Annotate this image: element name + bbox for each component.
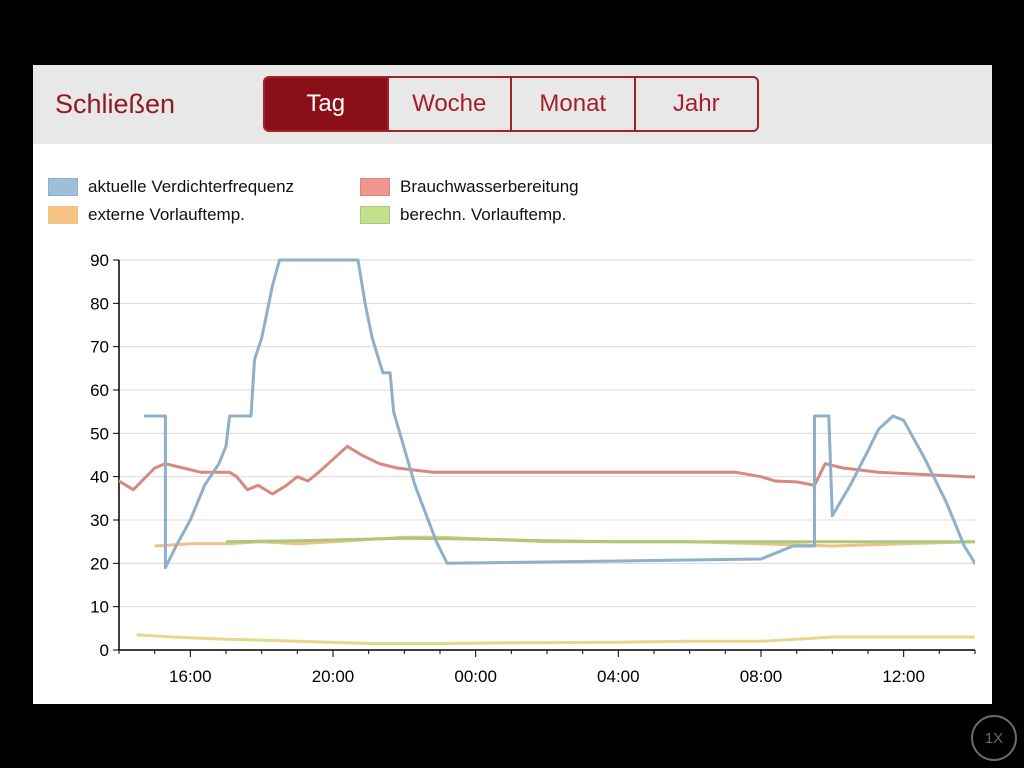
line-chart: 0 10 20 30 40 50 60 70 80 90 16:00 20:00 00:00 04:00 0… [90, 251, 976, 686]
series-line-2 [154, 535, 975, 548]
y-tick-label: 30 [90, 511, 109, 530]
x-tick-label: 00:00 [454, 667, 497, 686]
legend-label: Brauchwasserbereitung [400, 177, 579, 196]
legend-swatch [48, 206, 78, 224]
tab-year[interactable]: Jahr [633, 78, 758, 130]
x-tick-label: 12:00 [882, 667, 925, 686]
chart-legend: aktuelle Verdichterfrequenz Brauchwasser… [48, 177, 648, 231]
legend-label: aktuelle Verdichterfrequenz [88, 177, 295, 196]
series-line-4 [136, 633, 975, 645]
legend-swatch [360, 206, 390, 224]
x-tick-label: 04:00 [597, 667, 640, 686]
tab-week[interactable]: Woche [386, 78, 511, 130]
close-button[interactable]: Schließen [55, 89, 176, 119]
header-bar: Schließen Tag Woche Monat Jahr [33, 65, 992, 144]
y-tick-label: 40 [90, 468, 109, 487]
legend-label: berechn. Vorlauftemp. [400, 205, 567, 224]
y-tick-label: 20 [90, 554, 109, 573]
y-tick-label: 60 [90, 381, 109, 400]
series-line-0 [144, 258, 975, 570]
chart-panel: Schließen Tag Woche Monat Jahr aktuelle … [33, 65, 992, 704]
legend-item-externe-vorlauftemp[interactable]: externe Vorlauftemp. [48, 205, 245, 225]
y-tick-label: 0 [100, 641, 109, 660]
y-tick-label: 50 [90, 424, 109, 443]
y-tick-label: 90 [90, 251, 109, 270]
legend-item-berechn-vorlauftemp[interactable]: berechn. Vorlauftemp. [360, 205, 566, 225]
x-tick-label: 08:00 [740, 667, 783, 686]
series-line-3 [225, 536, 975, 544]
legend-label: externe Vorlauftemp. [88, 205, 245, 224]
tab-month[interactable]: Monat [510, 78, 634, 130]
zoom-level-button[interactable]: 1X [971, 715, 1017, 761]
period-segmented-control: Tag Woche Monat Jahr [263, 76, 759, 132]
legend-item-verdichterfrequenz[interactable]: aktuelle Verdichterfrequenz [48, 177, 294, 197]
legend-swatch [48, 178, 78, 196]
legend-swatch [360, 178, 390, 196]
x-tick-label: 16:00 [169, 667, 212, 686]
legend-item-brauchwasser[interactable]: Brauchwasserbereitung [360, 177, 579, 197]
x-tick-label: 20:00 [312, 667, 355, 686]
y-tick-label: 80 [90, 294, 109, 313]
y-tick-label: 70 [90, 338, 109, 357]
series-line-1 [119, 444, 975, 496]
y-tick-label: 10 [90, 598, 109, 617]
tab-day[interactable]: Tag [265, 78, 387, 130]
